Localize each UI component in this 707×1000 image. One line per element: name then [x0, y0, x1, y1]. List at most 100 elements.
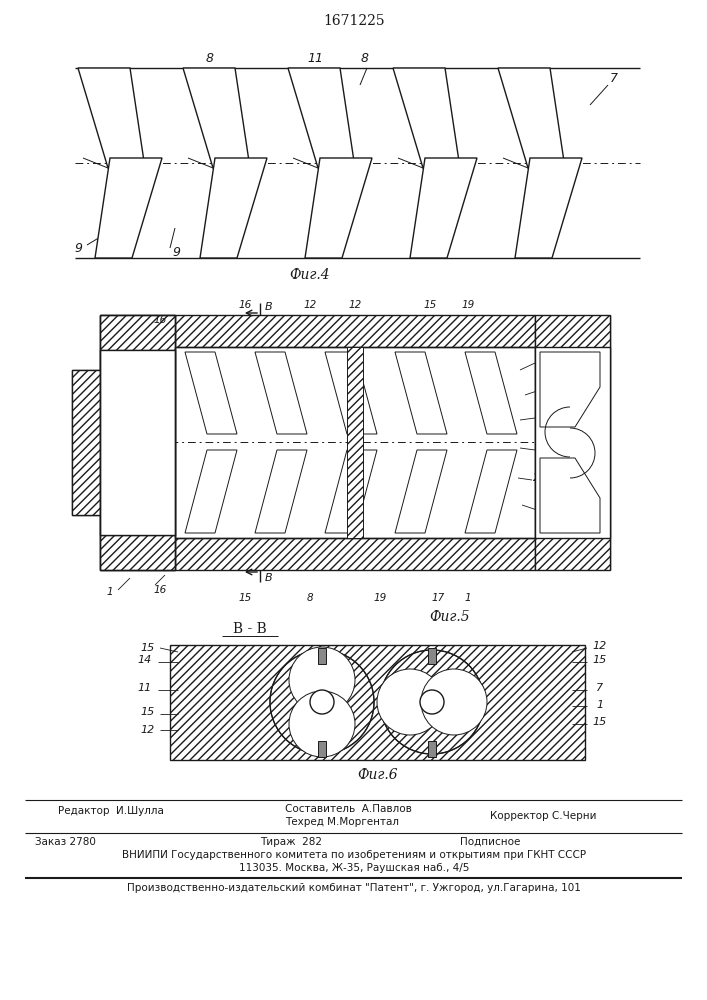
Bar [318, 648, 326, 664]
Polygon shape [200, 158, 267, 258]
Bar [318, 741, 326, 757]
Text: Редактор  И.Шулла: Редактор И.Шулла [58, 806, 164, 816]
Text: 8: 8 [361, 52, 369, 65]
Bar [100, 315, 175, 570]
Polygon shape [255, 450, 307, 533]
Text: 16: 16 [238, 300, 252, 310]
Polygon shape [325, 352, 377, 434]
Text: ВНИИПИ Государственного комитета по изобретениям и открытиям при ГКНТ СССР: ВНИИПИ Государственного комитета по изоб… [122, 850, 586, 860]
Text: 11: 11 [307, 52, 323, 65]
Bar [535, 315, 610, 570]
Text: 12: 12 [349, 300, 361, 310]
Polygon shape [288, 68, 355, 168]
Text: 15: 15 [141, 707, 155, 717]
Text: 1: 1 [597, 700, 604, 710]
Text: 21: 21 [538, 355, 551, 365]
Text: Составитель  А.Павлов: Составитель А.Павлов [285, 804, 412, 814]
Polygon shape [465, 450, 517, 533]
Text: 16: 16 [153, 315, 167, 325]
Text: Тираж  282: Тираж 282 [260, 837, 322, 847]
Text: 19: 19 [462, 300, 474, 310]
Polygon shape [305, 158, 372, 258]
Text: 14: 14 [138, 655, 152, 665]
Text: 15: 15 [593, 655, 607, 665]
Bar [100, 350, 175, 535]
Text: Корректор С.Черни: Корректор С.Черни [490, 811, 597, 821]
Text: 20: 20 [538, 410, 551, 420]
Circle shape [420, 690, 444, 714]
Bar [175, 347, 535, 538]
Polygon shape [540, 352, 600, 427]
Text: 12: 12 [593, 641, 607, 651]
Bar [175, 347, 535, 538]
Polygon shape [395, 450, 447, 533]
Text: 9: 9 [74, 241, 82, 254]
Text: 1671225: 1671225 [323, 14, 385, 28]
Polygon shape [515, 158, 582, 258]
Text: 7: 7 [597, 683, 604, 693]
Bar [347, 347, 363, 538]
Text: 6: 6 [146, 425, 153, 435]
Text: 7: 7 [610, 72, 618, 85]
Text: Заказ 2780: Заказ 2780 [35, 837, 96, 847]
Polygon shape [393, 68, 460, 168]
Polygon shape [255, 352, 307, 434]
Circle shape [310, 690, 334, 714]
Text: 18: 18 [544, 380, 556, 390]
Text: 1: 1 [107, 587, 113, 597]
Bar [100, 350, 175, 535]
Text: Подписное: Подписное [460, 837, 520, 847]
Text: Техред М.Моргентал: Техред М.Моргентал [285, 817, 399, 827]
Text: Фиг.4: Фиг.4 [290, 268, 330, 282]
Text: 12: 12 [141, 725, 155, 735]
Text: 9: 9 [172, 245, 180, 258]
Text: Производственно-издательский комбинат "Патент", г. Ужгород, ул.Гагарина, 101: Производственно-издательский комбинат "П… [127, 883, 581, 893]
Circle shape [270, 650, 374, 754]
Text: 19: 19 [373, 593, 387, 603]
Polygon shape [95, 158, 162, 258]
Text: 21: 21 [538, 503, 551, 513]
Text: 22: 22 [533, 473, 547, 483]
Text: 8: 8 [307, 593, 313, 603]
Text: 1: 1 [464, 593, 472, 603]
Text: Фиг.6: Фиг.6 [358, 768, 398, 782]
Polygon shape [465, 352, 517, 434]
Circle shape [289, 691, 355, 757]
Circle shape [377, 669, 443, 735]
Polygon shape [78, 68, 145, 168]
Text: 17: 17 [431, 593, 445, 603]
Polygon shape [498, 68, 565, 168]
Polygon shape [185, 352, 237, 434]
Text: В: В [265, 302, 273, 312]
Text: 9: 9 [146, 400, 153, 410]
Text: Фиг.5: Фиг.5 [430, 610, 470, 624]
Circle shape [380, 650, 484, 754]
Text: 113035. Москва, Ж-35, Раушская наб., 4/5: 113035. Москва, Ж-35, Раушская наб., 4/5 [239, 863, 469, 873]
Bar [428, 741, 436, 757]
Polygon shape [325, 450, 377, 533]
Bar [428, 648, 436, 664]
Polygon shape [183, 68, 250, 168]
Bar [100, 315, 175, 350]
Polygon shape [185, 450, 237, 533]
Text: В - В: В - В [233, 622, 267, 636]
Text: 8: 8 [206, 52, 214, 65]
Text: 15: 15 [141, 643, 155, 653]
Text: 18: 18 [535, 440, 549, 450]
Text: 16: 16 [153, 585, 167, 595]
Text: 15: 15 [423, 300, 437, 310]
Text: 11: 11 [138, 683, 152, 693]
Text: В: В [265, 573, 273, 583]
Text: 15: 15 [593, 717, 607, 727]
Bar [175, 315, 535, 347]
Bar [72, 370, 100, 515]
Polygon shape [410, 158, 477, 258]
Polygon shape [540, 458, 600, 533]
Polygon shape [395, 352, 447, 434]
Bar [535, 347, 610, 538]
Bar [170, 645, 585, 760]
Circle shape [289, 647, 355, 713]
Circle shape [421, 669, 487, 735]
Bar [535, 347, 610, 538]
Bar [100, 535, 175, 570]
